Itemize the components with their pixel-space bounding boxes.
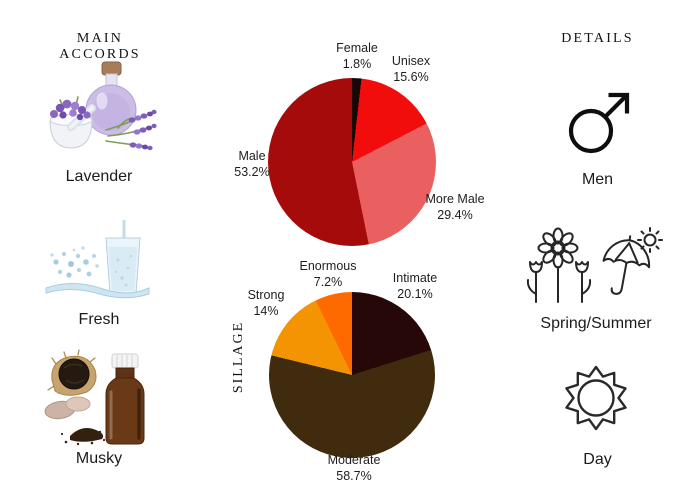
sillage-label-strong-pct: 14%	[253, 304, 279, 319]
gender-label-unisex: Unisex 15.6%	[392, 53, 430, 86]
detail-label-spring-summer: Spring/Summer	[540, 315, 652, 332]
gender-label-female-name: Female	[336, 41, 378, 55]
sun-icon	[565, 365, 627, 431]
water-splash-glass-image	[45, 220, 150, 299]
gender-label-male: Male 53.2%	[234, 148, 269, 181]
sillage-label-enormous-pct: 7.2%	[313, 275, 343, 290]
musk-bottle-image	[44, 349, 145, 446]
gender-label-female-pct: 1.8%	[342, 57, 372, 72]
accord-label-lavender: Lavender	[65, 168, 133, 185]
gender-label-unisex-name: Unisex	[391, 54, 431, 68]
sillage-label-enormous-name: Enormous	[299, 259, 357, 273]
flowers-umbrella-sun-icon	[526, 227, 663, 303]
gender-pie-chart	[268, 78, 436, 246]
gender-label-more-male-name: More Male	[425, 192, 485, 206]
sillage-label-intimate: Intimate 20.1%	[393, 270, 437, 303]
sillage-label-moderate-pct: 58.7%	[336, 469, 372, 484]
details-title: DETAILS	[561, 31, 634, 46]
sillage-label-intimate-name: Intimate	[392, 271, 438, 285]
sillage-label-strong: Strong 14%	[248, 287, 285, 320]
gender-label-male-pct: 53.2%	[234, 165, 270, 180]
main-accords-title: MAIN ACCORDS	[59, 31, 141, 62]
gender-label-unisex-pct: 15.6%	[393, 70, 429, 85]
male-symbol-icon	[568, 92, 630, 154]
gender-label-male-name: Male	[238, 149, 266, 163]
gender-label-more-male: More Male 29.4%	[425, 191, 484, 224]
accord-label-musky: Musky	[75, 450, 123, 467]
gender-label-more-male-pct: 29.4%	[437, 208, 473, 223]
sillage-label-moderate-name: Moderate	[327, 453, 381, 467]
sillage-label-intimate-pct: 20.1%	[397, 287, 433, 302]
lavender-accord-image	[49, 61, 157, 151]
sillage-axis-label: SILLAGE	[231, 320, 246, 394]
sillage-label-strong-name: Strong	[247, 288, 285, 302]
detail-label-men: Men	[581, 171, 614, 188]
sillage-label-enormous: Enormous 7.2%	[300, 258, 357, 291]
detail-label-day: Day	[583, 451, 612, 468]
accord-label-fresh: Fresh	[78, 311, 120, 328]
sillage-pie-chart	[269, 292, 435, 458]
gender-label-female: Female 1.8%	[336, 40, 378, 73]
sillage-label-moderate: Moderate 58.7%	[328, 452, 381, 485]
